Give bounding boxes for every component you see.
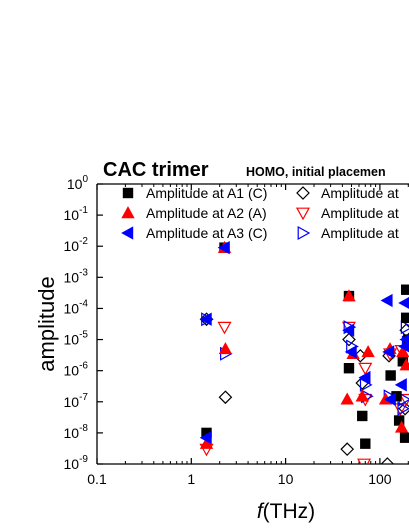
data-point xyxy=(383,392,396,406)
data-point xyxy=(399,432,409,443)
y-tick-label: 10-8 xyxy=(64,423,89,441)
data-point xyxy=(359,377,373,392)
chart-subtitle: HOMO, initial placemen xyxy=(246,165,386,179)
data-point xyxy=(399,393,409,407)
data-point xyxy=(360,438,371,449)
data-points xyxy=(199,240,409,464)
legend-marker xyxy=(295,207,311,221)
data-point xyxy=(340,442,355,457)
x-axis-label-unit: (THz) xyxy=(263,500,315,523)
data-point xyxy=(398,297,409,309)
legend-marker xyxy=(121,206,135,219)
data-point xyxy=(342,323,355,337)
data-point xyxy=(199,431,212,445)
legend-marker xyxy=(296,186,310,200)
data-point xyxy=(400,320,409,335)
x-tick-label: 100 xyxy=(368,471,392,487)
y-axis-label: amplitude xyxy=(34,276,59,371)
data-point xyxy=(398,401,409,416)
data-point xyxy=(399,358,409,371)
data-point xyxy=(340,392,354,405)
y-tick-label: 10-7 xyxy=(64,392,89,410)
chart-title: CAC trimer xyxy=(103,159,209,181)
data-point xyxy=(218,390,233,405)
legend-label: Amplitude at A3 (C) xyxy=(146,225,267,241)
data-point xyxy=(217,240,230,255)
data-point xyxy=(358,370,371,385)
data-point xyxy=(394,420,409,433)
y-tick-label: 10-3 xyxy=(64,267,89,285)
legend-label: Amplitude at xyxy=(321,185,399,201)
axes: 0.1 1 10 100 100 10-1 10-2 10-3 10-4 10-5 10-6 10-7… xyxy=(64,174,409,487)
data-point xyxy=(400,312,409,324)
data-point xyxy=(385,370,396,381)
data-point xyxy=(199,312,212,326)
y-tick-label: 10-5 xyxy=(64,330,89,348)
y-tick-label: 10-9 xyxy=(64,454,89,472)
x-axis-label-var: f xyxy=(257,500,265,523)
y-tick-label: 100 xyxy=(67,174,89,192)
data-point xyxy=(358,362,373,376)
legend-marker xyxy=(122,187,134,199)
x-tick-label: 10 xyxy=(278,471,294,487)
data-point xyxy=(397,401,409,416)
data-point xyxy=(344,345,357,359)
data-point xyxy=(400,284,409,295)
data-point xyxy=(355,389,369,402)
y-tick-label: 10-2 xyxy=(64,236,89,254)
data-point xyxy=(218,342,233,355)
data-point xyxy=(382,345,395,359)
y-tick-label: 10-1 xyxy=(64,205,89,223)
legend-marker xyxy=(297,225,311,241)
data-point xyxy=(380,457,395,464)
data-point xyxy=(343,363,355,374)
data-point xyxy=(357,410,368,422)
legend-label: Amplitude at A2 (A) xyxy=(146,205,267,221)
data-point xyxy=(394,378,407,392)
data-point xyxy=(361,345,375,358)
x-axis-label: f(THz) xyxy=(257,500,315,523)
y-tick-label: 10-6 xyxy=(64,361,89,379)
y-tick-label: 10-4 xyxy=(64,298,89,316)
data-point xyxy=(217,321,232,335)
data-point xyxy=(357,458,372,464)
legend: Amplitude at A1 (C) Amplitude at A2 (A) Am… xyxy=(121,185,399,241)
x-tick-label: 1 xyxy=(187,471,195,487)
legend-marker xyxy=(121,226,134,240)
legend-label: Amplitude at xyxy=(321,225,399,241)
data-point xyxy=(342,289,356,302)
data-point xyxy=(398,340,409,353)
data-point xyxy=(380,293,393,308)
data-point xyxy=(396,345,409,358)
legend-label: Amplitude at xyxy=(321,205,399,221)
legend-label: Amplitude at A1 (C) xyxy=(146,185,267,201)
data-point xyxy=(342,332,356,347)
x-tick-label: 0.1 xyxy=(87,471,107,487)
